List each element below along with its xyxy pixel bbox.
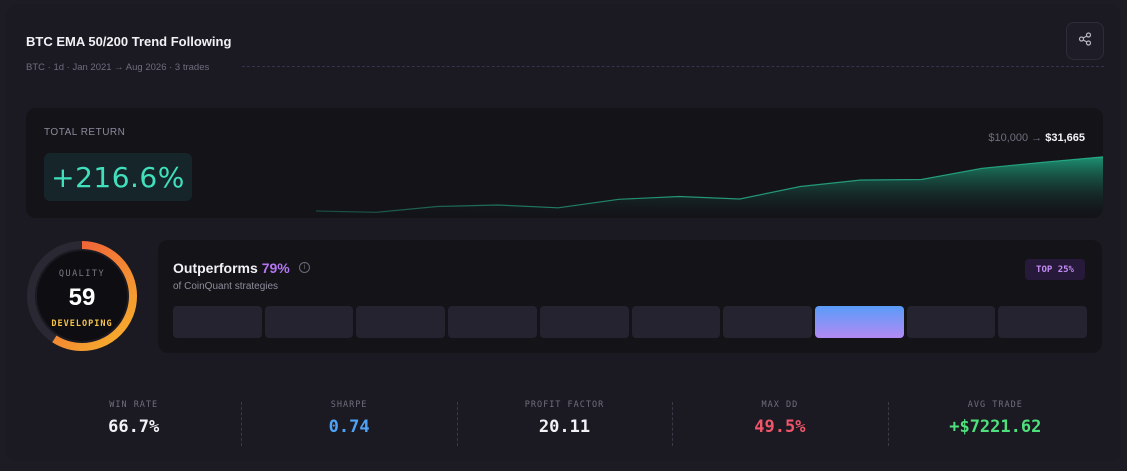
metric-value: 66.7% xyxy=(108,417,160,437)
percentile-bucket xyxy=(448,306,537,338)
ranking-percent: 79% xyxy=(261,260,290,276)
metric-label: SHARPE xyxy=(330,400,368,410)
ranking-title: Outperforms 79% xyxy=(173,260,290,276)
equity-range: $10,000 → $31,665 xyxy=(988,132,1085,144)
metric-avg-trade: AVG TRADE +$7221.62 xyxy=(888,400,1103,437)
quality-label: QUALITY xyxy=(58,269,106,279)
quality-gauge-center xyxy=(37,251,127,341)
quality-status: DEVELOPING xyxy=(51,319,113,329)
top-percentile-badge: TOP 25% xyxy=(1025,259,1085,280)
metric-divider xyxy=(672,402,674,446)
share-icon xyxy=(1078,31,1092,51)
percentile-bucket xyxy=(539,306,629,338)
ranking-title-prefix: Outperforms xyxy=(173,260,258,276)
metric-label: AVG TRADE xyxy=(967,400,1023,410)
metric-divider xyxy=(456,402,458,446)
ranking-panel: Outperforms 79% i of CoinQuant strategie… xyxy=(158,240,1102,353)
total-return-badge: +216.6% xyxy=(44,153,192,201)
metric-label: WIN RATE xyxy=(109,400,159,410)
strategy-title: BTC EMA 50/200 Trend Following xyxy=(26,34,232,49)
metric-value: 0.74 xyxy=(328,417,370,437)
quality-score: 59 xyxy=(68,284,96,311)
metric-divider xyxy=(241,402,243,446)
percentile-bucket xyxy=(356,306,446,338)
info-icon[interactable]: i xyxy=(299,262,310,273)
percentile-bucket-active xyxy=(814,306,904,338)
arrow: → xyxy=(1031,132,1043,144)
metrics-row: WIN RATE 66.7% SHARPE 0.74 PROFIT FACTOR 20.1… xyxy=(26,400,1103,448)
percentile-bucket xyxy=(264,306,354,338)
share-button[interactable] xyxy=(1066,22,1104,60)
equity-curve-chart xyxy=(26,108,1103,218)
metric-label: PROFIT FACTOR xyxy=(524,400,605,410)
metric-sharpe: SHARPE 0.74 xyxy=(241,400,456,437)
quality-gauge-arc xyxy=(27,241,137,351)
metric-divider xyxy=(887,402,889,446)
start-equity: $10,000 xyxy=(988,132,1029,144)
subtitle-divider xyxy=(242,66,1104,67)
metric-max-dd: MAX DD 49.5% xyxy=(672,400,887,437)
percentile-bucket xyxy=(998,306,1088,338)
percentile-bucket xyxy=(631,306,721,338)
total-return-label: TOTAL RETURN xyxy=(44,127,126,138)
percentile-bucket xyxy=(723,306,812,338)
quality-gauge: QUALITY 59 DEVELOPING xyxy=(25,239,139,353)
percentile-bucket xyxy=(906,306,996,338)
metric-value: +$7221.62 xyxy=(949,417,1042,437)
ranking-subtitle: of CoinQuant strategies xyxy=(173,281,279,292)
percentile-buckets xyxy=(173,306,1088,338)
metric-value: 49.5% xyxy=(754,417,806,437)
metric-value: 20.11 xyxy=(538,417,591,437)
percentile-bucket xyxy=(173,306,262,338)
total-return-panel: TOTAL RETURN +216.6% $10,000 → $31,665 xyxy=(26,108,1103,218)
metric-label: MAX DD xyxy=(761,400,799,410)
end-equity: $31,665 xyxy=(1045,132,1085,144)
metric-profit-factor: PROFIT FACTOR 20.11 xyxy=(457,400,672,437)
strategy-subtitle: BTC · 1d · Jan 2021 → Aug 2026 · 3 trade… xyxy=(26,62,210,73)
strategy-card: BTC EMA 50/200 Trend Following BTC · 1d … xyxy=(6,4,1121,462)
metric-win-rate: WIN RATE 66.7% xyxy=(26,400,241,437)
total-return-value: +216.6% xyxy=(51,160,185,194)
